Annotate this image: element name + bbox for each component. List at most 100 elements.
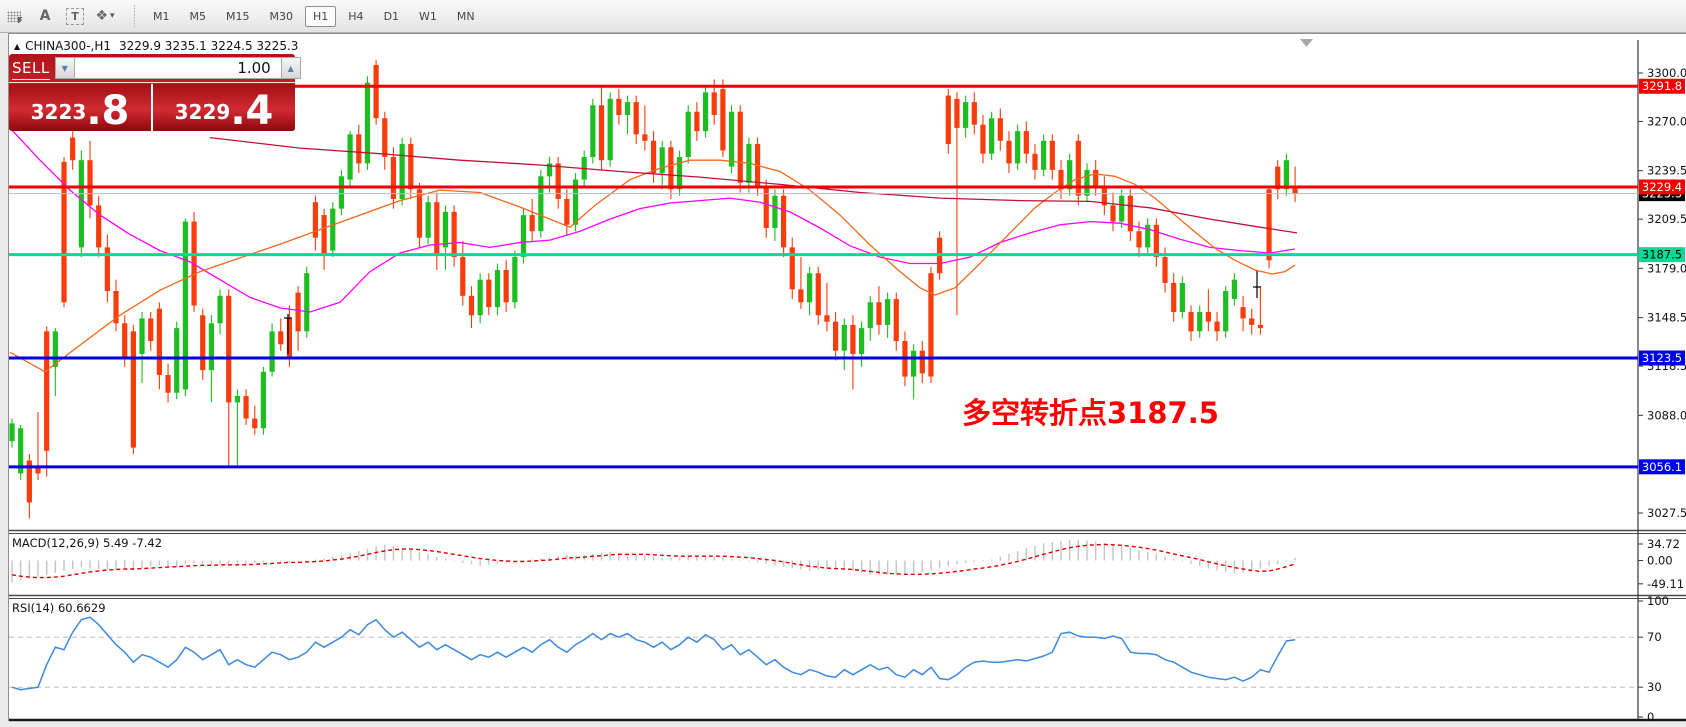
svg-text:3148.5: 3148.5 — [1647, 311, 1686, 325]
bull-candle — [425, 202, 431, 238]
bear-candle — [1110, 205, 1116, 222]
bear-candle — [1188, 311, 1194, 332]
svg-text:3209.5: 3209.5 — [1647, 212, 1686, 226]
bull-candle — [728, 111, 735, 167]
volume-decrease-button[interactable]: ▼ — [54, 57, 75, 79]
bear-candle — [373, 64, 379, 119]
bear-candle — [26, 460, 32, 503]
tab-timeframe-MN[interactable]: MN — [456, 9, 475, 23]
bear-candle — [70, 137, 76, 161]
svg-text:3239.5: 3239.5 — [1647, 164, 1686, 178]
bull-candle — [1223, 290, 1229, 332]
buy-button[interactable]: BUY — [305, 56, 338, 80]
bear-candle — [382, 118, 388, 157]
dropdown-caret-icon: ▾ — [110, 11, 115, 21]
bull-candle — [347, 134, 353, 180]
bear-candle — [434, 202, 440, 254]
sell-price-int: 3223 — [30, 100, 87, 124]
volume-stepper: ▼ ▲ — [54, 57, 301, 79]
bull-candle — [269, 331, 275, 372]
cursor-marks — [284, 39, 1313, 354]
bear-candle — [1058, 169, 1064, 190]
bear-candle — [165, 374, 171, 393]
bear-candle — [980, 124, 986, 154]
bull-candle — [885, 299, 891, 325]
price-badge-3187.5 — [1639, 247, 1685, 263]
collapse-arrow-icon[interactable]: ▲ — [14, 42, 21, 51]
chart-title: ▲ CHINA300-,H1 3229.9 3235.1 3224.5 3225.3 — [14, 39, 298, 53]
bull-candle — [78, 160, 84, 248]
bear-candle — [564, 198, 570, 225]
rsi-value: 60.6629 — [57, 601, 106, 615]
bull-candle — [477, 279, 483, 316]
bull-candle — [841, 324, 847, 351]
bear-candle — [694, 111, 700, 132]
bear-candle — [616, 98, 622, 115]
bear-candle — [555, 163, 561, 199]
text-box-t-icon[interactable]: T — [62, 4, 88, 28]
sell-price-box[interactable]: 3223 .8 — [9, 84, 153, 131]
bull-candle — [18, 428, 24, 474]
tab-timeframe-H1[interactable]: H1 — [305, 5, 337, 27]
bull-candle — [1145, 224, 1151, 248]
bull-candle — [538, 176, 544, 232]
bull-candle — [1015, 131, 1021, 164]
bear-candle — [720, 89, 726, 151]
bear-candle — [312, 202, 319, 238]
tab-timeframe-H4[interactable]: H4 — [348, 9, 364, 23]
toolbar: F A T ❖ ▾ M1 M5 M15 M30 H1 H4 D1 W1 MN — [0, 0, 1686, 33]
volume-increase-button[interactable]: ▲ — [280, 57, 301, 79]
toolbar-separator — [134, 5, 135, 27]
bull-candle — [572, 179, 579, 225]
buy-price-box[interactable]: 3229 .4 — [153, 84, 295, 131]
bull-candle — [806, 273, 813, 303]
sell-button[interactable]: SELL — [12, 56, 50, 80]
bear-candle — [876, 302, 882, 325]
bull-candle — [772, 195, 778, 229]
macd-values: 5.49 -7.42 — [103, 536, 163, 550]
bear-candle — [1127, 195, 1133, 232]
tab-timeframe-M30[interactable]: M30 — [269, 9, 294, 23]
color-scheme-icon[interactable]: ❖ ▾ — [92, 4, 118, 28]
tab-timeframe-M5[interactable]: M5 — [189, 9, 207, 23]
bear-candle — [789, 247, 795, 290]
price-badge-3056.1 — [1639, 459, 1685, 475]
bear-candle — [763, 186, 769, 229]
tab-timeframe-M15[interactable]: M15 — [226, 9, 250, 23]
bull-candle — [234, 395, 241, 403]
bear-candle — [1205, 311, 1211, 322]
bear-candle — [893, 299, 899, 342]
tab-timeframe-D1[interactable]: D1 — [383, 9, 400, 23]
svg-text:70: 70 — [1647, 630, 1662, 644]
macd-label: MACD(12,26,9) 5.49 -7.42 — [12, 536, 162, 550]
bear-candle — [971, 102, 977, 125]
panel-frames — [9, 40, 1686, 722]
auto-scroll-grid-f-icon[interactable]: F — [2, 4, 28, 28]
svg-text:0.00: 0.00 — [1647, 554, 1673, 568]
svg-text:3088.0: 3088.0 — [1647, 408, 1686, 422]
buy-price-int: 3229 — [174, 100, 231, 124]
rsi-label: RSI(14) 60.6629 — [12, 601, 106, 615]
svg-text:3270.0: 3270.0 — [1647, 114, 1686, 128]
chart-window[interactable] — [8, 33, 1686, 721]
ma-slow-darkred — [209, 136, 1298, 234]
bull-candle — [217, 295, 223, 324]
tab-timeframe-M1[interactable]: M1 — [153, 9, 170, 23]
tab-timeframe-W1[interactable]: W1 — [419, 9, 437, 23]
bear-candle — [451, 211, 457, 258]
bull-candle — [208, 323, 214, 371]
bull-candle — [330, 208, 336, 251]
bear-candle — [191, 221, 197, 306]
bear-candle — [824, 315, 830, 322]
trade-panel-top-row: SELL ▼ ▲ BUY — [9, 54, 338, 83]
bull-candle — [304, 273, 310, 332]
price-badge-3229.4 — [1639, 179, 1685, 195]
bear-candle — [1006, 140, 1012, 164]
bull-candle — [1041, 140, 1047, 170]
text-label-a-icon[interactable]: A — [39, 8, 51, 24]
chart-shift-marker — [1300, 39, 1313, 47]
bear-candle — [1075, 140, 1081, 196]
volume-input[interactable] — [74, 57, 281, 79]
